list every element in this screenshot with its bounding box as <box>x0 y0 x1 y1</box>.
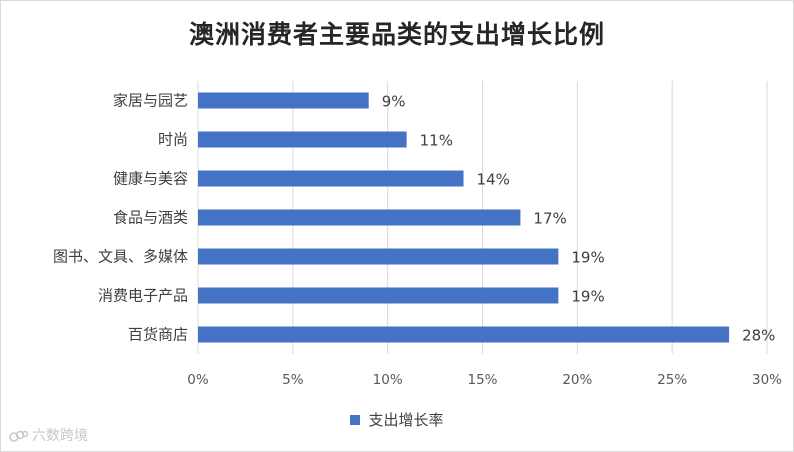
data-label: 11% <box>420 132 453 150</box>
logo-icon <box>9 430 29 442</box>
bar <box>198 248 559 265</box>
category-label: 百货商店 <box>128 326 188 344</box>
chart-title: 澳洲消费者主要品类的支出增长比例 <box>188 20 605 49</box>
x-tick-label: 10% <box>373 372 403 388</box>
bar <box>198 209 521 226</box>
watermark-text: 六数跨境 <box>32 428 88 444</box>
data-label: 19% <box>571 249 604 267</box>
data-label: 19% <box>571 288 604 306</box>
x-tick-label: 25% <box>657 372 687 388</box>
data-label: 17% <box>533 210 566 228</box>
chart-legend: 支出增长率 <box>1 409 793 430</box>
data-label: 9% <box>382 93 406 111</box>
category-label: 图书、文具、多媒体 <box>53 248 188 266</box>
bar <box>198 131 407 148</box>
bar <box>198 170 464 187</box>
category-label: 时尚 <box>158 131 188 149</box>
x-tick-label: 30% <box>752 372 782 388</box>
legend-swatch <box>350 414 361 425</box>
data-label: 14% <box>477 171 510 189</box>
x-tick-label: 20% <box>562 372 592 388</box>
data-label: 28% <box>742 327 775 345</box>
category-label: 食品与酒类 <box>113 209 188 227</box>
bar <box>198 287 559 304</box>
x-tick-label: 5% <box>282 372 304 388</box>
legend-label: 支出增长率 <box>368 411 444 429</box>
watermark: 六数跨境 <box>9 425 88 445</box>
category-label: 健康与美容 <box>113 170 188 188</box>
bar <box>198 92 369 109</box>
category-label: 家居与园艺 <box>113 92 188 110</box>
x-tick-label: 0% <box>187 372 209 388</box>
category-label: 消费电子产品 <box>98 287 188 305</box>
bar <box>198 326 730 343</box>
x-tick-label: 15% <box>467 372 497 388</box>
